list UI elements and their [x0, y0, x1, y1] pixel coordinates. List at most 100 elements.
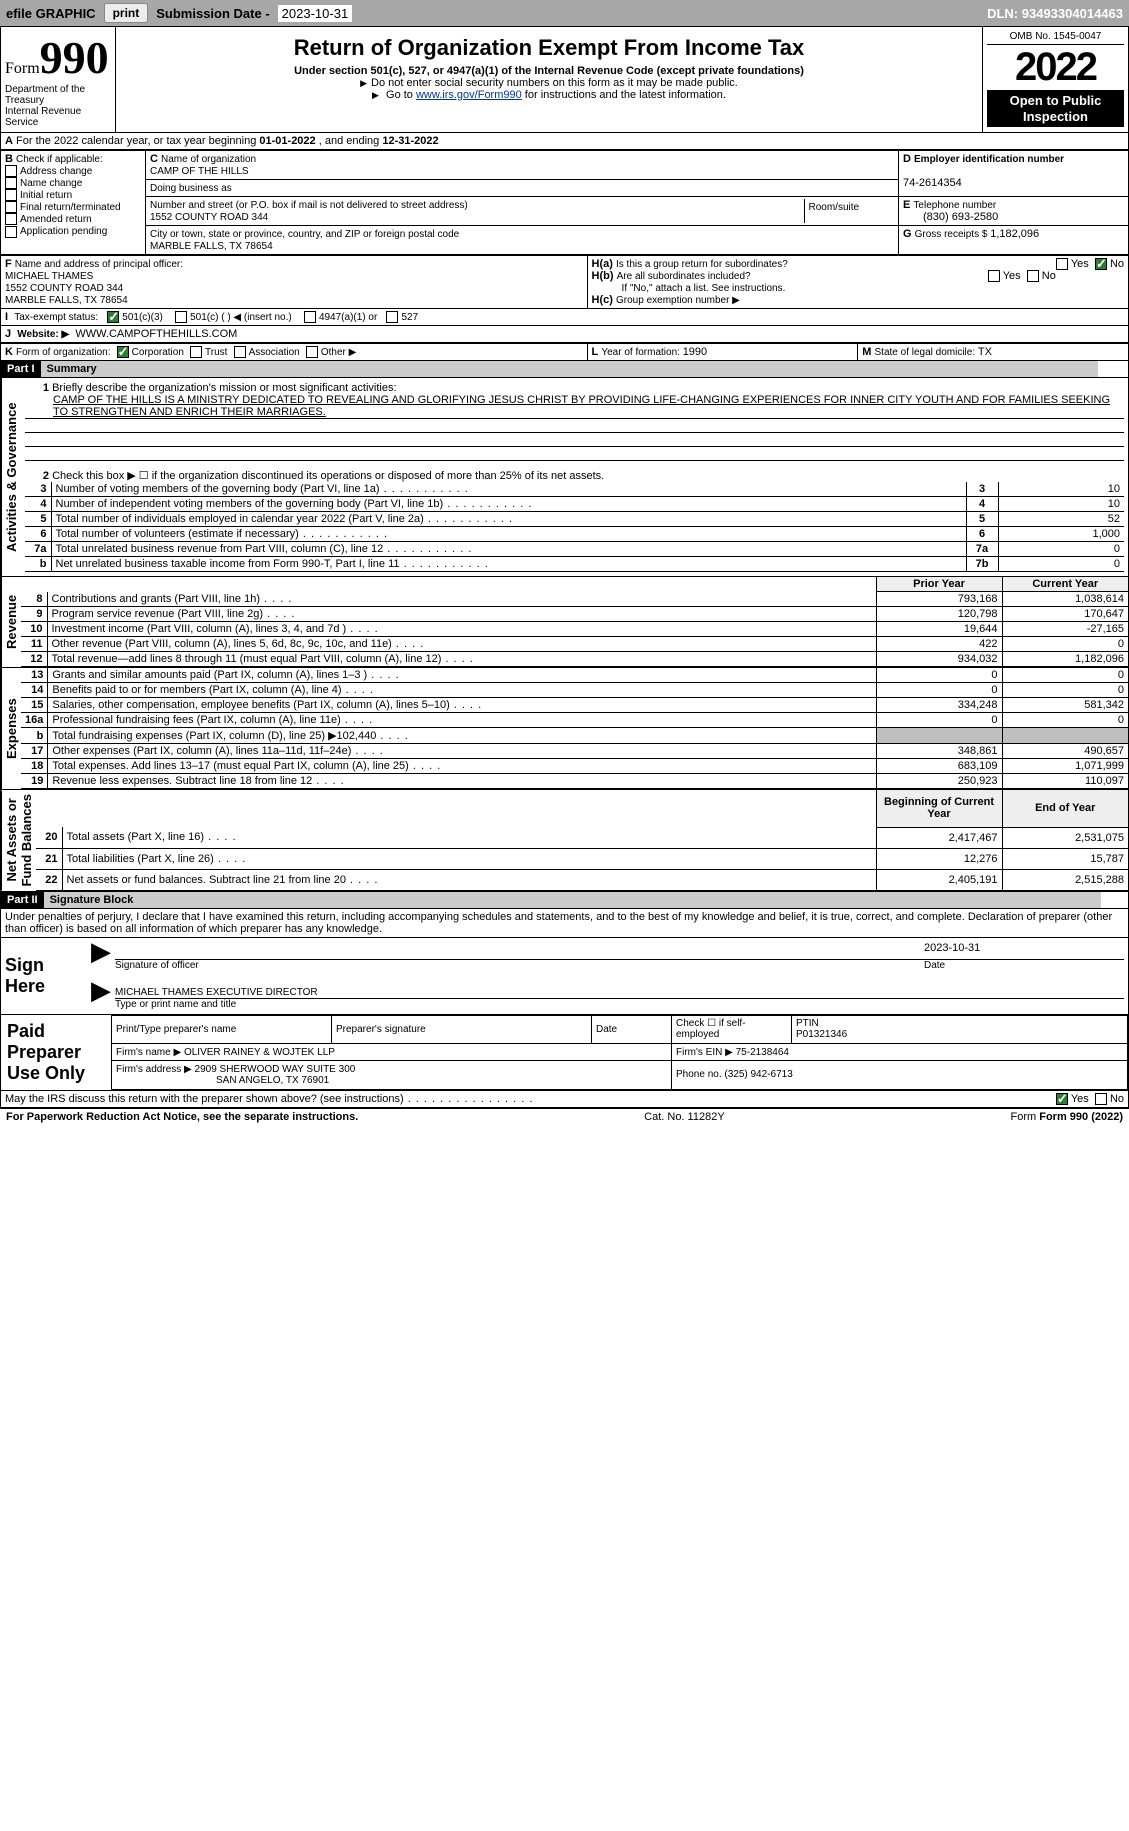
j-label: Website: ▶ [17, 329, 69, 340]
subdate-label: Submission Date - [156, 6, 269, 21]
yes-text2: Yes [1003, 270, 1021, 282]
row-label: Number of voting members of the governin… [51, 482, 966, 497]
top-bar: efile GRAPHIC print Submission Date - 20… [0, 0, 1129, 26]
date-label: Date [924, 960, 1124, 971]
sig-arrow-icon: ▶ [91, 936, 111, 967]
section-fh: F Name and address of principal officer:… [0, 255, 1129, 309]
chk-501c3[interactable] [107, 311, 119, 323]
side-na: Net Assets or Fund Balances [1, 790, 36, 890]
chk-final[interactable] [5, 201, 17, 213]
part2-title: Signature Block [44, 892, 1101, 908]
hb-no[interactable] [1027, 270, 1039, 282]
row-box: 4 [966, 497, 998, 512]
chk-app[interactable] [5, 226, 17, 238]
prior-year: 2,405,191 [876, 869, 1002, 890]
row-num: b [25, 557, 51, 572]
row-label: Net assets or fund balances. Subtract li… [62, 869, 876, 890]
section-klm: K Form of organization: Corporation Trus… [0, 343, 1129, 361]
prior-year: 934,032 [876, 652, 1002, 667]
current-year: 1,182,096 [1002, 652, 1128, 667]
chk-other[interactable] [306, 346, 318, 358]
row-label: Total assets (Part X, line 16) [62, 827, 876, 848]
form-990-foot: Form 990 (2022) [1039, 1111, 1123, 1123]
chk-501c[interactable] [175, 311, 187, 323]
i-opt2: 501(c) ( ) ◀ (insert no.) [190, 312, 292, 323]
side-revenue: Revenue [1, 577, 21, 667]
chk-assoc[interactable] [234, 346, 246, 358]
row-box: 6 [966, 527, 998, 542]
phone-value: (830) 693-2580 [903, 211, 998, 223]
prior-year: 0 [876, 713, 1002, 728]
row-label: Salaries, other compensation, employee b… [48, 698, 876, 713]
m-label: State of legal domicile: [875, 347, 978, 358]
discuss-yes[interactable] [1056, 1093, 1068, 1105]
chk-527[interactable] [386, 311, 398, 323]
d-label: Employer identification number [914, 154, 1064, 165]
discuss-no-text: No [1110, 1093, 1124, 1105]
row-label: Total expenses. Add lines 13–17 (must eq… [48, 759, 876, 774]
cy-hdr: Current Year [1002, 577, 1128, 592]
i-opt4: 527 [401, 312, 418, 323]
prior-year: 2,417,467 [876, 827, 1002, 848]
omb-number: OMB No. 1545-0047 [987, 31, 1124, 45]
chk-address[interactable] [5, 165, 17, 177]
b-opt-4: Amended return [20, 214, 92, 225]
footer: For Paperwork Reduction Act Notice, see … [0, 1108, 1129, 1125]
officer-addr2: MARBLE FALLS, TX 78654 [5, 295, 128, 306]
room-label: Room/suite [809, 202, 860, 213]
line-j: J Website: ▶ WWW.CAMPOFTHEHILLS.COM [0, 326, 1129, 343]
discuss-row: May the IRS discuss this return with the… [0, 1091, 1129, 1108]
row-val: 1,000 [998, 527, 1124, 542]
check-self: Check ☐ if self-employed [672, 1015, 792, 1044]
chk-corp[interactable] [117, 346, 129, 358]
current-year: 581,342 [1002, 698, 1128, 713]
current-year: 2,531,075 [1002, 827, 1128, 848]
current-year: 15,787 [1002, 848, 1128, 869]
prior-year: 422 [876, 637, 1002, 652]
firm-name-label: Firm's name ▶ [116, 1047, 181, 1058]
chk-amended[interactable] [5, 213, 17, 225]
current-year: 110,097 [1002, 774, 1128, 789]
gross-value: 1,182,096 [990, 228, 1039, 240]
ptin-label: PTIN [796, 1018, 819, 1029]
row-label: Total fundraising expenses (Part IX, col… [48, 728, 876, 744]
prior-year: 793,168 [876, 592, 1002, 607]
subdate-value: 2023-10-31 [278, 5, 353, 22]
ha-no[interactable] [1095, 258, 1107, 270]
form-title: Return of Organization Exempt From Incom… [120, 35, 978, 61]
irs-link[interactable]: www.irs.gov/Form990 [416, 89, 522, 101]
row-num: 22 [36, 869, 62, 890]
prior-year: 334,248 [876, 698, 1002, 713]
hb-note: If "No," attach a list. See instructions… [592, 283, 786, 294]
prior-year: 19,644 [876, 622, 1002, 637]
yes-text: Yes [1071, 258, 1089, 270]
row-num: 17 [21, 744, 48, 759]
row-num: 19 [21, 774, 48, 789]
dln-value: 93493304014463 [1022, 6, 1123, 21]
sig-officer-label: Signature of officer [115, 960, 924, 971]
current-year: 1,071,999 [1002, 759, 1128, 774]
prior-year: 0 [876, 683, 1002, 698]
print-button[interactable]: print [104, 3, 149, 23]
b-opt-0: Address change [20, 166, 92, 177]
part1-header: Part ISummary [0, 361, 1129, 378]
a-mid: , and ending [319, 135, 383, 147]
street-value: 1552 COUNTY ROAD 344 [150, 212, 268, 223]
discuss-text: May the IRS discuss this return with the… [5, 1093, 533, 1105]
k-3: Other ▶ [321, 347, 356, 358]
type-name-label: Type or print name and title [115, 999, 1124, 1010]
prior-year: 12,276 [876, 848, 1002, 869]
dba-label: Doing business as [150, 183, 232, 194]
row-num: 14 [21, 683, 48, 698]
paid-preparer-block: Paid Preparer Use Only Print/Type prepar… [0, 1015, 1129, 1091]
chk-name[interactable] [5, 177, 17, 189]
chk-4947[interactable] [304, 311, 316, 323]
part2-declaration: Under penalties of perjury, I declare th… [0, 909, 1129, 938]
firm-ein: 75-2138464 [736, 1047, 789, 1058]
discuss-no[interactable] [1095, 1093, 1107, 1105]
ha-yes[interactable] [1056, 258, 1068, 270]
chk-trust[interactable] [190, 346, 202, 358]
hb-yes[interactable] [988, 270, 1000, 282]
chk-initial[interactable] [5, 189, 17, 201]
row-num: 16a [21, 713, 48, 728]
